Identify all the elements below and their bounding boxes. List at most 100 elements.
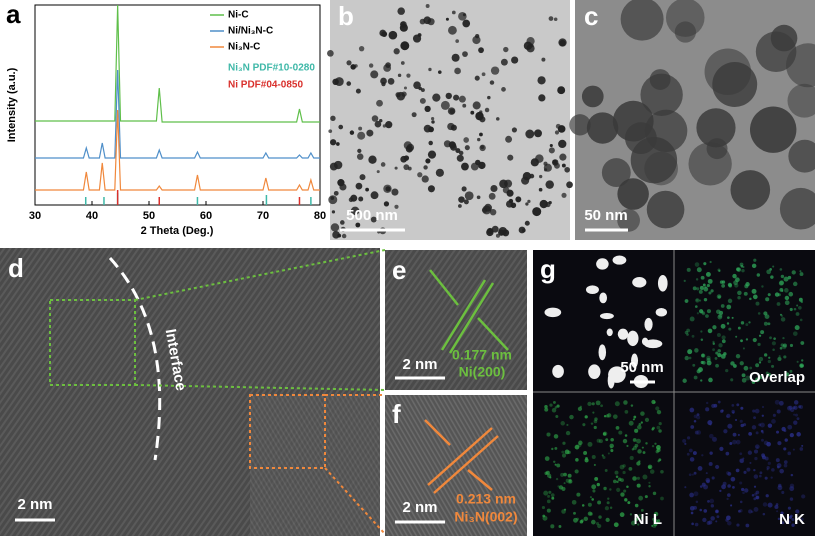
- eds-dot: [558, 525, 562, 528]
- eds-dot: [648, 465, 651, 469]
- eds-dot: [684, 355, 689, 361]
- eds-dot: [549, 476, 552, 479]
- eds-dot: [745, 523, 750, 528]
- eds-dot: [777, 517, 781, 521]
- eds-dot: [658, 429, 662, 433]
- eds-dot: [743, 365, 749, 371]
- particle: [380, 162, 386, 167]
- eds-dot: [727, 493, 731, 497]
- particle: [486, 228, 494, 237]
- particle: [394, 166, 398, 170]
- map-label: Ni L: [634, 511, 662, 528]
- particle: [388, 30, 398, 40]
- particle: [555, 123, 561, 129]
- particle: [525, 129, 535, 139]
- eds-dot: [612, 414, 618, 419]
- eds-dot: [753, 485, 757, 488]
- panel-letter: c: [584, 1, 598, 31]
- eds-dot: [614, 401, 620, 407]
- eds-dot: [711, 403, 716, 408]
- eds-dot: [727, 282, 732, 287]
- particle: [428, 126, 434, 133]
- panel-letter: a: [6, 0, 21, 29]
- particle: [501, 87, 506, 92]
- panel-b: b 500 nm: [327, 0, 573, 240]
- eds-dot: [769, 268, 772, 271]
- particle: [394, 204, 399, 209]
- particle: [400, 41, 410, 51]
- eds-dot: [703, 509, 708, 513]
- eds-dot: [799, 272, 804, 277]
- eds-dot: [694, 348, 699, 353]
- particle: [500, 58, 508, 66]
- eds-dot: [710, 504, 715, 508]
- particle: [346, 60, 352, 66]
- eds-dot: [771, 341, 776, 346]
- particle: [561, 192, 567, 198]
- particle: [464, 145, 470, 151]
- eds-dot: [550, 524, 555, 529]
- eds-dot: [763, 353, 768, 357]
- eds-dot: [701, 482, 706, 487]
- eds-dot: [717, 353, 722, 358]
- particle: [506, 200, 514, 208]
- eds-dot: [551, 447, 554, 451]
- eds-dot: [788, 405, 793, 410]
- eds-dot: [789, 369, 793, 373]
- eds-dot: [684, 299, 689, 303]
- eds-dot: [703, 484, 709, 490]
- eds-dot: [696, 287, 700, 291]
- eds-dot: [548, 490, 552, 494]
- eds-dot: [796, 304, 799, 307]
- particle: [376, 99, 383, 107]
- particle: [333, 160, 343, 170]
- eds-dot: [655, 406, 660, 411]
- particle: [788, 139, 815, 173]
- y-axis-label: Intensity (a.u.): [6, 67, 18, 142]
- eds-dot: [543, 490, 549, 496]
- series-line: [35, 4, 320, 123]
- eds-dot: [767, 373, 771, 377]
- eds-dot: [695, 298, 700, 303]
- eds-dot: [574, 469, 579, 474]
- particle: [525, 202, 529, 206]
- eds-dot: [742, 491, 745, 495]
- particle: [445, 17, 449, 21]
- eds-dot: [712, 325, 717, 330]
- eds-dot: [799, 447, 804, 451]
- scale-label: 50 nm: [584, 207, 627, 224]
- eds-dot: [640, 421, 643, 424]
- eds-dot: [754, 408, 760, 414]
- eds-dot: [701, 360, 706, 365]
- eds-dot: [783, 276, 789, 282]
- eds-dot: [637, 523, 640, 526]
- particle: [539, 199, 548, 209]
- eds-dot: [716, 515, 720, 519]
- eds-dot: [699, 299, 702, 302]
- plane: Ni₃N(002): [454, 509, 517, 525]
- eds-dot: [735, 353, 741, 359]
- eds-dot: [751, 263, 757, 269]
- particle: [461, 162, 469, 171]
- eds-dot: [800, 517, 804, 522]
- eds-dot: [792, 281, 798, 287]
- particle: [472, 101, 481, 110]
- particle: [475, 159, 481, 166]
- particle: [657, 274, 668, 292]
- eds-dot: [684, 330, 689, 335]
- eds-dot: [761, 414, 764, 417]
- eds-dot: [705, 472, 708, 475]
- eds-dot: [753, 416, 756, 420]
- particle: [538, 94, 546, 102]
- particle: [365, 187, 369, 192]
- eds-dot: [774, 292, 780, 297]
- eds-dot: [628, 467, 633, 471]
- eds-dot: [767, 461, 771, 466]
- eds-dot: [589, 512, 593, 516]
- eds-dot: [571, 499, 577, 505]
- eds-dot: [763, 321, 768, 326]
- x-tick-label: 80: [314, 210, 326, 222]
- eds-dot: [577, 406, 583, 412]
- eds-dot: [689, 492, 694, 498]
- particle: [598, 344, 607, 361]
